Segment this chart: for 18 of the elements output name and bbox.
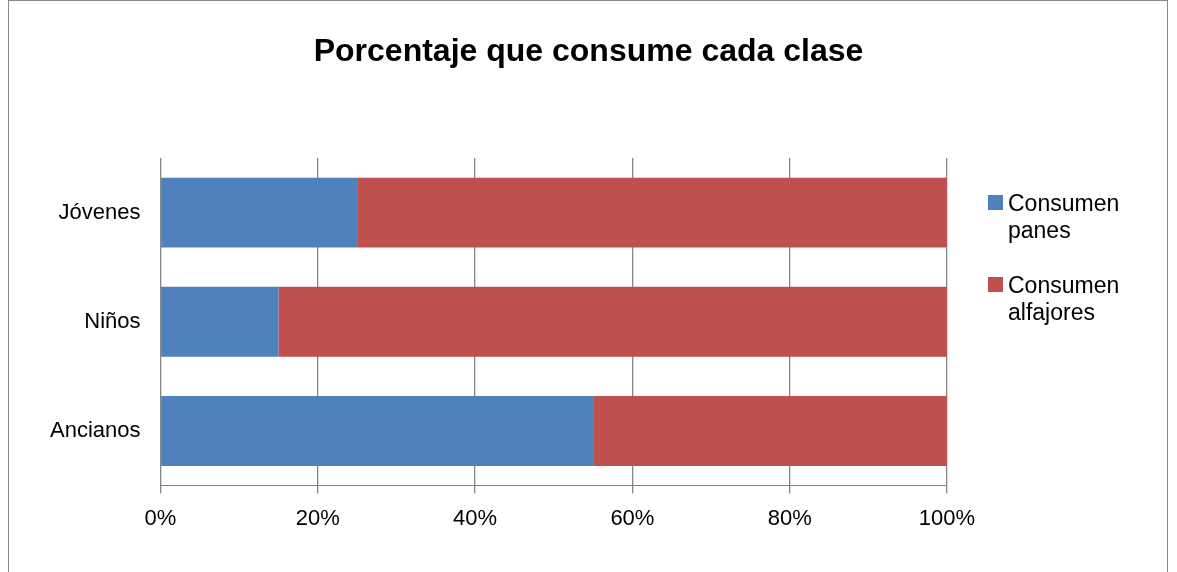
x-tick-label: 100% [918,504,976,530]
bar [161,177,358,248]
legend-label: Consumen alfajores [1008,272,1121,326]
bar [161,396,594,466]
legend-label: Consumen panes [1008,190,1121,244]
bar [161,286,279,357]
bar [278,286,947,357]
x-tick-label: 0% [144,504,177,530]
bar [357,177,947,248]
chart-title: Porcentaje que consume cada clase [312,32,865,69]
bar [593,396,947,466]
y-tick-label: Ancianos [49,417,141,443]
x-tick-label: 60% [610,504,655,530]
y-tick-label: Niños [84,307,141,333]
x-tick-label: 80% [767,504,812,530]
x-tick-label: 40% [453,504,498,530]
x-tick-label: 20% [295,504,340,530]
y-tick-label: Jóvenes [58,198,141,224]
